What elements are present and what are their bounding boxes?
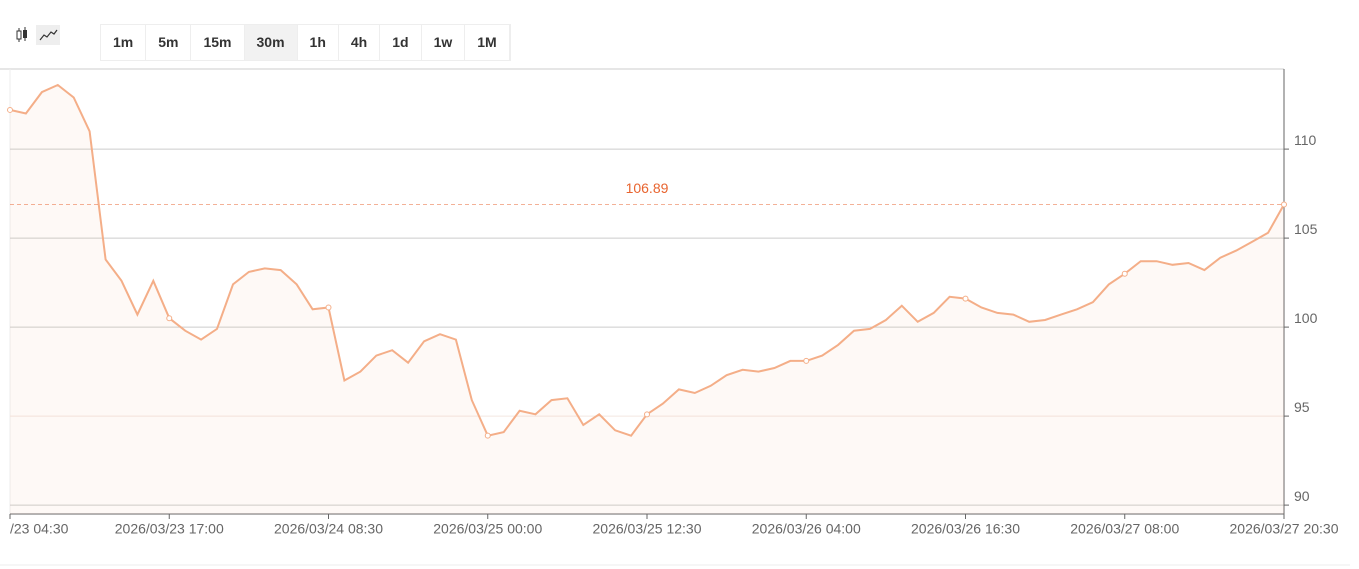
reference-label: 106.89 <box>626 180 669 196</box>
y-tick-label: 95 <box>1294 399 1310 415</box>
interval-button[interactable]: 1w <box>422 25 466 60</box>
chart-type-switch <box>12 25 60 45</box>
point-marker <box>484 432 491 439</box>
point-marker <box>166 315 173 322</box>
point-marker <box>1121 270 1128 277</box>
x-tick-label: 2026/03/27 20:30 <box>1230 521 1339 537</box>
y-tick-label: 90 <box>1294 488 1310 504</box>
point-marker <box>803 357 810 364</box>
candle-icon[interactable] <box>12 25 36 45</box>
point-marker <box>962 295 969 302</box>
y-tick-label: 110 <box>1294 132 1317 148</box>
interval-button[interactable]: 4h <box>339 25 381 60</box>
interval-button[interactable]: 1M <box>465 25 510 60</box>
interval-button[interactable]: 30m <box>244 25 298 60</box>
x-tick-label: 2026/03/26 04:00 <box>752 521 861 537</box>
x-tick-label: 2026/03/25 12:30 <box>593 521 702 537</box>
y-tick-label: 100 <box>1294 310 1318 326</box>
x-tick-label: 2026/03/26 16:30 <box>911 521 1020 537</box>
interval-button[interactable]: 1d <box>380 25 422 60</box>
x-tick-label: 2026/03/24 08:30 <box>274 521 383 537</box>
interval-button[interactable]: 15m <box>191 25 245 60</box>
point-marker <box>325 304 332 311</box>
point-marker <box>7 106 13 113</box>
x-tick-label: 2026/03/25 00:00 <box>433 521 542 537</box>
interval-button[interactable]: 1h <box>298 25 339 60</box>
point-marker <box>644 411 650 418</box>
x-tick-label: /23 04:30 <box>10 521 69 537</box>
interval-button[interactable]: 5m <box>146 25 192 60</box>
area <box>10 85 1284 514</box>
point-marker <box>1281 201 1287 208</box>
x-tick-label: 2026/03/27 08:00 <box>1070 521 1179 537</box>
y-tick-label: 105 <box>1294 221 1318 237</box>
x-tick-label: 2026/03/23 17:00 <box>115 521 224 537</box>
line-icon[interactable] <box>36 25 60 45</box>
interval-button[interactable]: 1m <box>101 25 147 60</box>
interval-toolbar: 1m 5m 15m 30m 1h 4h 1d 1w 1M <box>100 24 511 61</box>
